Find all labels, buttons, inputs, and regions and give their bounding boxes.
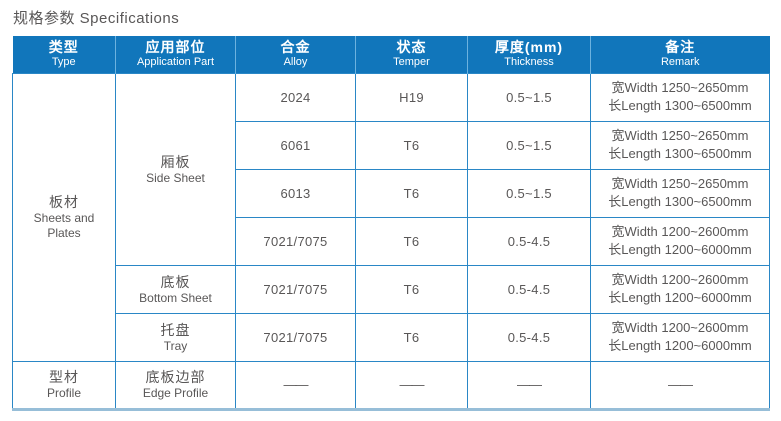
cell-alloy: 7021/7075 [235, 264, 356, 314]
remark-width-line: 宽Width 1250~2650mm [611, 176, 749, 191]
remark-width-line: 宽Width 1250~2650mm [611, 128, 749, 143]
remark-length-line: 长Length 1200~6000mm [608, 338, 752, 353]
part-bottom-en: Bottom Sheet [139, 290, 212, 305]
header-remark: 备注 Remark [590, 36, 770, 73]
cell-remark: —— [590, 360, 770, 410]
header-remark-en: Remark [660, 55, 700, 68]
header-application-part-en: Application Part [136, 55, 215, 68]
type-profile-en: Profile [46, 386, 81, 400]
cell-alloy: 6013 [235, 168, 356, 218]
part-tray-en: Tray [163, 338, 188, 353]
part-side-zh: 厢板 [160, 153, 191, 170]
part-edge-en: Edge Profile [142, 386, 209, 400]
header-thickness: 厚度(mm) Thickness [467, 36, 591, 73]
cell-alloy: 7021/7075 [235, 216, 356, 266]
remark-width-line: 宽Width 1200~2600mm [611, 320, 749, 335]
part-bottom-zh: 底板 [160, 273, 191, 290]
cell-alloy: 7021/7075 [235, 312, 356, 362]
cell-type-sheets: 板材 Sheets and Plates [12, 72, 116, 362]
cell-thickness: —— [467, 360, 591, 410]
table-row: 6013 T6 0.5~1.5 宽Width 1250~2650mm 长Leng… [13, 168, 770, 218]
part-side-en: Side Sheet [146, 170, 205, 185]
remark-width-line: 宽Width 1200~2600mm [611, 272, 749, 287]
cell-part-tray: 托盘 Tray [115, 312, 236, 362]
cell-remark: 宽Width 1250~2650mm 长Length 1300~6500mm [590, 168, 770, 218]
cell-thickness: 0.5-4.5 [467, 216, 591, 266]
cell-remark: 宽Width 1250~2650mm 长Length 1300~6500mm [590, 120, 770, 170]
cell-remark: 宽Width 1200~2600mm 长Length 1200~6000mm [590, 216, 770, 266]
cell-temper: H19 [355, 72, 468, 122]
specifications-table: 类型 Type 应用部位 Application Part 合金 Alloy 状… [12, 36, 770, 411]
cell-remark: 宽Width 1200~2600mm 长Length 1200~6000mm [590, 312, 770, 362]
table-row: 型材 Profile 底板边部 Edge Profile —— —— —— —— [12, 360, 770, 410]
cell-temper: T6 [355, 168, 468, 218]
remark-length-line: 长Length 1300~6500mm [608, 98, 752, 113]
header-application-part-zh: 应用部位 [145, 38, 206, 55]
cell-thickness: 0.5~1.5 [467, 120, 591, 170]
cell-temper: T6 [355, 216, 468, 266]
remark-length-line: 长Length 1200~6000mm [608, 290, 752, 305]
header-alloy-en: Alloy [283, 55, 308, 68]
header-alloy-zh: 合金 [280, 38, 311, 55]
cell-temper: —— [355, 360, 468, 410]
remark-width-line: 宽Width 1250~2650mm [611, 80, 749, 95]
cell-thickness: 0.5-4.5 [467, 312, 591, 362]
header-temper: 状态 Temper [355, 36, 468, 73]
cell-temper: T6 [355, 264, 468, 314]
cell-part-side-sheet: 厢板 Side Sheet [115, 72, 236, 266]
type-profile-zh: 型材 [49, 369, 79, 385]
cell-remark: 宽Width 1200~2600mm 长Length 1200~6000mm [590, 264, 770, 314]
table-row: 板材 Sheets and Plates 厢板 Side Sheet 2024 … [12, 72, 770, 362]
remark-length-line: 长Length 1300~6500mm [608, 194, 752, 209]
header-temper-zh: 状态 [396, 38, 427, 55]
header-type-en: Type [51, 55, 76, 68]
cell-thickness: 0.5~1.5 [467, 168, 591, 218]
cell-alloy: 6061 [235, 120, 356, 170]
table-header-row: 类型 Type 应用部位 Application Part 合金 Alloy 状… [12, 36, 770, 73]
table-row: 6061 T6 0.5~1.5 宽Width 1250~2650mm 长Leng… [13, 120, 770, 170]
cell-temper: T6 [355, 120, 468, 170]
type-sheets-en: Sheets and Plates [33, 211, 95, 240]
header-type: 类型 Type [12, 36, 116, 73]
table-row: 底板 Bottom Sheet 7021/7075 T6 0.5-4.5 宽Wi… [13, 264, 770, 314]
part-edge-zh: 底板边部 [145, 369, 206, 385]
cell-thickness: 0.5-4.5 [467, 264, 591, 314]
cell-part-bottom-sheet: 底板 Bottom Sheet [115, 264, 236, 314]
table-row: 7021/7075 T6 0.5-4.5 宽Width 1200~2600mm … [13, 216, 770, 266]
cell-thickness: 0.5~1.5 [467, 72, 591, 122]
page-title: 规格参数 Specifications [13, 10, 180, 27]
remark-width-line: 宽Width 1200~2600mm [611, 224, 749, 239]
cell-alloy: —— [235, 360, 356, 410]
header-type-zh: 类型 [48, 38, 79, 55]
header-alloy: 合金 Alloy [235, 36, 356, 73]
remark-length-line: 长Length 1300~6500mm [608, 146, 752, 161]
header-thickness-en: Thickness [504, 55, 554, 68]
header-temper-en: Temper [393, 55, 430, 68]
cell-remark: 宽Width 1250~2650mm 长Length 1300~6500mm [590, 72, 770, 122]
header-application-part: 应用部位 Application Part [115, 36, 236, 73]
remark-length-line: 长Length 1200~6000mm [608, 242, 752, 257]
header-thickness-zh: 厚度(mm) [494, 38, 564, 55]
cell-part-edge-profile: 底板边部 Edge Profile [115, 360, 236, 410]
type-sheets-zh: 板材 [49, 194, 79, 210]
cell-type-profile: 型材 Profile [12, 360, 116, 410]
part-tray-zh: 托盘 [160, 321, 191, 338]
table-row: 托盘 Tray 7021/7075 T6 0.5-4.5 宽Width 1200… [13, 312, 770, 362]
header-remark-zh: 备注 [665, 38, 696, 55]
cell-temper: T6 [355, 312, 468, 362]
cell-alloy: 2024 [235, 72, 356, 122]
